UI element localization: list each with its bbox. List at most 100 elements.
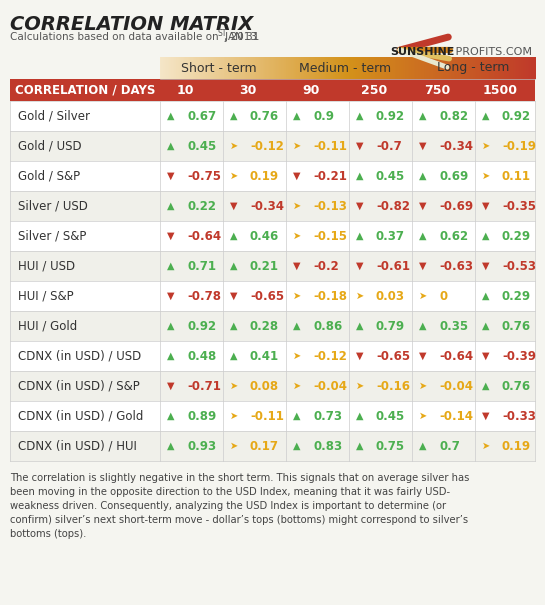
Text: -0.21: -0.21 xyxy=(313,169,347,183)
Bar xyxy=(288,57,289,79)
Bar xyxy=(312,57,314,79)
Bar xyxy=(441,57,443,79)
Bar xyxy=(337,57,339,79)
Text: ▲: ▲ xyxy=(167,111,175,121)
Bar xyxy=(164,57,166,79)
Text: ▼: ▼ xyxy=(230,291,238,301)
Text: 0.82: 0.82 xyxy=(439,110,468,122)
Bar xyxy=(440,57,442,79)
Text: ➤: ➤ xyxy=(293,351,301,361)
Bar xyxy=(355,57,357,79)
Text: 0.46: 0.46 xyxy=(250,229,279,243)
Text: The correlation is slightly negative in the short term. This signals that on ave: The correlation is slightly negative in … xyxy=(10,473,469,539)
Bar xyxy=(360,57,362,79)
Bar xyxy=(345,57,347,79)
Bar xyxy=(518,57,519,79)
Text: -0.12: -0.12 xyxy=(313,350,347,362)
Bar xyxy=(10,251,535,281)
Text: 0.83: 0.83 xyxy=(313,439,342,453)
Bar xyxy=(489,57,490,79)
Bar xyxy=(231,57,233,79)
Bar xyxy=(186,57,188,79)
Bar xyxy=(10,161,535,191)
Bar xyxy=(336,57,338,79)
Bar xyxy=(264,57,265,79)
Text: ➤: ➤ xyxy=(482,441,490,451)
Bar xyxy=(10,57,535,546)
Text: CDNX (in USD) / HUI: CDNX (in USD) / HUI xyxy=(18,439,137,453)
Bar xyxy=(534,57,536,79)
Text: 0.21: 0.21 xyxy=(250,260,279,272)
Text: HUI / Gold: HUI / Gold xyxy=(18,319,77,333)
Text: HUI / USD: HUI / USD xyxy=(18,260,75,272)
Bar xyxy=(161,57,163,79)
Text: 0.92: 0.92 xyxy=(376,110,405,122)
Text: 0: 0 xyxy=(439,290,447,302)
Text: 0.67: 0.67 xyxy=(187,110,216,122)
Bar xyxy=(329,57,330,79)
Text: Silver / USD: Silver / USD xyxy=(18,200,88,212)
Text: CORRELATION / DAYS: CORRELATION / DAYS xyxy=(15,83,155,97)
Text: ▼: ▼ xyxy=(293,171,301,181)
Text: ▲: ▲ xyxy=(167,141,175,151)
Bar xyxy=(460,57,462,79)
Bar xyxy=(397,57,399,79)
Text: CDNX (in USD) / USD: CDNX (in USD) / USD xyxy=(18,350,141,362)
Bar xyxy=(241,57,243,79)
Text: ▼: ▼ xyxy=(356,261,364,271)
Bar xyxy=(10,191,535,221)
Text: -0.12: -0.12 xyxy=(250,140,284,152)
Text: 250: 250 xyxy=(361,83,387,97)
Text: ▼: ▼ xyxy=(356,141,364,151)
Bar xyxy=(444,57,445,79)
Text: -0.11: -0.11 xyxy=(313,140,347,152)
Bar xyxy=(257,57,259,79)
Text: -0.64: -0.64 xyxy=(187,229,221,243)
Bar xyxy=(282,57,284,79)
Bar xyxy=(246,57,248,79)
Text: SUNSHINE: SUNSHINE xyxy=(390,47,455,57)
Text: CDNX (in USD) / S&P: CDNX (in USD) / S&P xyxy=(18,379,140,393)
Text: 0.19: 0.19 xyxy=(250,169,279,183)
Text: -0.82: -0.82 xyxy=(376,200,410,212)
Text: -0.53: -0.53 xyxy=(502,260,536,272)
Bar xyxy=(10,371,535,401)
Text: -0.14: -0.14 xyxy=(439,410,473,422)
Bar xyxy=(10,431,535,461)
Bar xyxy=(251,57,253,79)
Bar xyxy=(286,57,288,79)
Bar xyxy=(529,57,530,79)
Bar xyxy=(171,57,173,79)
Bar xyxy=(450,57,452,79)
Text: ➤: ➤ xyxy=(482,171,490,181)
Text: 0.45: 0.45 xyxy=(376,410,405,422)
Text: 0.75: 0.75 xyxy=(376,439,405,453)
Bar xyxy=(191,57,193,79)
Bar xyxy=(217,57,219,79)
Bar xyxy=(247,57,249,79)
Bar xyxy=(413,57,414,79)
Text: ▼: ▼ xyxy=(167,381,175,391)
Text: -0.69: -0.69 xyxy=(439,200,473,212)
Bar xyxy=(445,57,447,79)
Bar xyxy=(208,57,209,79)
Text: PROFITS.COM: PROFITS.COM xyxy=(452,47,532,57)
Bar xyxy=(391,57,393,79)
Bar xyxy=(386,57,388,79)
Bar xyxy=(178,57,179,79)
Bar xyxy=(417,57,419,79)
Bar xyxy=(479,57,481,79)
Bar xyxy=(10,221,535,251)
Bar xyxy=(331,57,333,79)
Bar xyxy=(278,57,281,79)
Text: 0.11: 0.11 xyxy=(502,169,531,183)
Text: -0.13: -0.13 xyxy=(313,200,347,212)
Bar xyxy=(459,57,461,79)
Text: Medium - term: Medium - term xyxy=(299,62,391,74)
Bar xyxy=(340,57,342,79)
Bar xyxy=(215,57,217,79)
Bar xyxy=(395,57,397,79)
Text: Short - term: Short - term xyxy=(181,62,257,74)
Text: 0.29: 0.29 xyxy=(502,229,531,243)
Bar xyxy=(452,57,454,79)
